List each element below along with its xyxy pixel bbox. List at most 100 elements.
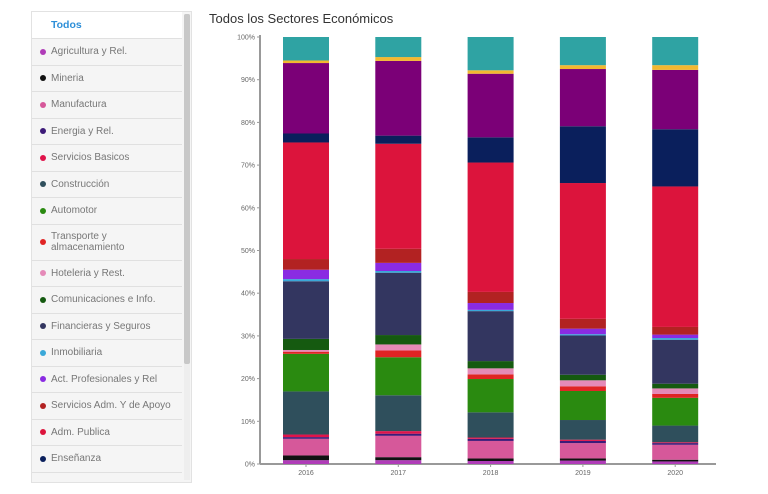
sector-item[interactable]: Transporte y almacenamiento (32, 225, 182, 261)
sector-item[interactable]: Automotor (32, 198, 182, 225)
bar-segment (559, 390, 606, 421)
sector-item-label: Energia y Rel. (51, 125, 114, 137)
sector-item[interactable]: Hoteleria y Rest. (32, 261, 182, 287)
sector-item[interactable]: Servicios Adm. Y de Apoyo (32, 393, 182, 420)
bar-segment (652, 383, 699, 389)
bar-segment (559, 183, 606, 319)
bar-segment (283, 351, 329, 354)
sector-item[interactable]: Enseñanza (32, 446, 182, 473)
bar-segment (375, 37, 422, 58)
bar-segment (559, 443, 606, 459)
bar-segment (467, 458, 514, 462)
legend-dot-icon (40, 239, 46, 245)
legend-dot-icon (40, 296, 46, 303)
bar-segment (283, 269, 329, 280)
bar-segment (652, 397, 699, 426)
bar-segment (652, 338, 699, 340)
bar-segment (652, 444, 699, 460)
bar-segment (467, 311, 514, 362)
bar-segment (467, 37, 514, 71)
sector-item-label: Manufactura (51, 99, 107, 111)
bar-segment (559, 386, 606, 391)
bar-segment (375, 431, 422, 434)
bar-segment (375, 262, 422, 271)
scrollbar[interactable] (184, 14, 190, 480)
bar-segment (283, 455, 329, 461)
bar-segment (467, 374, 514, 380)
sector-item[interactable]: Manufactura (32, 92, 182, 119)
sector-item-label: Hoteleria y Rest. (51, 267, 125, 279)
bar-segment (375, 433, 422, 436)
scrollbar-thumb[interactable] (184, 14, 190, 364)
sector-item[interactable]: Servicios Basicos (32, 145, 182, 172)
bar-segment (283, 349, 329, 352)
bar-segment (375, 272, 422, 336)
legend-dot-icon (40, 154, 46, 161)
bar-segment (467, 438, 514, 441)
bar-segment (652, 461, 699, 464)
bar-segment (283, 63, 329, 134)
bar-segment (559, 334, 606, 336)
bar-segment (283, 438, 329, 456)
bar-segment (467, 440, 514, 459)
bar-segment (652, 65, 699, 70)
y-tick-label: 90% (241, 77, 255, 84)
bar-segment (559, 460, 606, 464)
bar-segment (652, 326, 699, 335)
bar-segment (283, 60, 329, 64)
bar-segment (559, 65, 606, 70)
y-tick-label: 80% (241, 120, 255, 127)
sector-item[interactable]: Mineria (32, 66, 182, 92)
bar-segment (559, 318, 606, 329)
bar-segment (559, 335, 606, 375)
sector-item[interactable]: Financieras y Seguros (32, 314, 182, 340)
bar-segment (375, 335, 422, 345)
sector-item[interactable]: Comunicaciones e Info. (32, 287, 182, 314)
chart-title: Todos los Sectores Económicos (209, 11, 394, 26)
bar-segment (375, 457, 422, 461)
bar-segment (375, 60, 422, 136)
sector-item-todos[interactable]: Todos (32, 12, 182, 39)
bar-segment (283, 142, 329, 260)
y-tick-label: 0% (245, 462, 255, 469)
sector-item[interactable]: Energia y Rel. (32, 119, 182, 145)
bar-segment (652, 339, 699, 384)
sector-item[interactable]: Construcción (32, 172, 182, 198)
bar-segment (559, 328, 606, 335)
y-tick-label: 40% (241, 291, 255, 298)
sector-item[interactable]: Agricultura y Rel. (32, 39, 182, 66)
sector-item-label: Financieras y Seguros (51, 320, 151, 332)
sector-item-label: Servicios Basicos (51, 152, 130, 164)
bar-segment (283, 133, 329, 143)
legend-dot-icon (40, 207, 46, 214)
sector-item[interactable]: Act. Profesionales y Rel (32, 367, 182, 393)
bar-segment (283, 391, 329, 435)
x-tick-label: 2018 (483, 470, 499, 477)
x-tick-label: 2016 (298, 470, 314, 477)
bar-segment (375, 143, 422, 249)
bar-segment (559, 420, 606, 440)
bar-segment (467, 303, 514, 310)
sector-item-label: Servicios Adm. Y de Apoyo (51, 400, 171, 412)
sector-item[interactable]: Adm. Publica (32, 420, 182, 446)
y-tick-label: 70% (241, 163, 255, 170)
sector-item[interactable]: Inmobiliaria (32, 340, 182, 367)
sector-item-label: Comunicaciones e Info. (51, 294, 156, 306)
bar-segment (375, 57, 422, 61)
bar-segment (559, 458, 606, 461)
bar-segment (652, 425, 699, 443)
bar-segment (559, 439, 606, 441)
x-tick-label: 2017 (391, 470, 407, 477)
legend-dot-icon (40, 429, 46, 436)
bar-segment (559, 69, 606, 127)
y-tick-label: 50% (241, 248, 255, 255)
legend-dot-icon (40, 349, 46, 356)
y-tick-label: 60% (241, 205, 255, 212)
bar-segment (467, 437, 514, 439)
bar-segment (375, 248, 422, 263)
bar-segment (283, 460, 329, 464)
y-tick-label: 20% (241, 376, 255, 383)
sector-item-label: Todos (51, 19, 82, 31)
legend-dot-icon (40, 323, 46, 330)
